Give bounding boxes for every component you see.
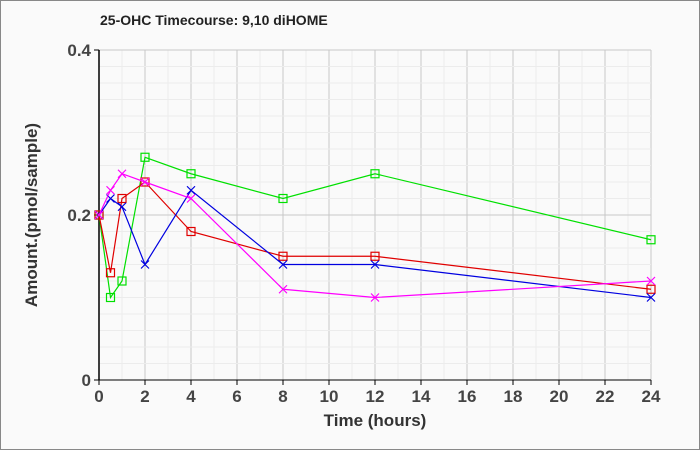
data-point-magenta: [370, 293, 380, 302]
data-point-red: [105, 268, 116, 278]
data-point-blue: [646, 293, 656, 302]
data-point-green: [278, 193, 288, 204]
data-point-blue: [186, 185, 196, 195]
x-tick-label: 0: [94, 387, 103, 406]
data-point-magenta: [646, 276, 656, 286]
data-point-red: [186, 226, 196, 237]
data-point-green: [646, 235, 656, 245]
x-tick-label: 20: [550, 387, 569, 406]
chart-title: 25-OHC Timecourse: 9,10 diHOME: [100, 12, 328, 28]
data-point-blue: [117, 202, 127, 212]
x-tick-label: 4: [186, 387, 196, 406]
x-tick-label: 22: [596, 387, 615, 406]
data-point-green: [370, 169, 380, 179]
data-point-blue: [278, 260, 288, 269]
data-point-green: [186, 169, 196, 179]
data-point-red: [646, 284, 656, 294]
data-point-red: [117, 193, 127, 204]
x-tick-label: 18: [504, 387, 523, 406]
y-axis-label: Amount.(pmol/sample): [22, 123, 41, 307]
x-tick-label: 16: [458, 387, 477, 406]
x-tick-label: 8: [278, 387, 287, 406]
data-point-blue: [370, 260, 380, 269]
data-point-magenta: [140, 177, 150, 187]
data-point-red: [94, 210, 104, 220]
series-group: [94, 152, 656, 303]
data-point-red: [140, 177, 150, 187]
x-tick-label: 6: [232, 387, 241, 406]
series-line-green: [98, 156, 652, 300]
y-tick-label: 0: [82, 371, 91, 390]
x-tick-label: 14: [412, 387, 431, 406]
data-point-magenta: [117, 169, 127, 179]
data-point-red: [370, 251, 380, 261]
data-point-green: [140, 152, 150, 162]
x-tick-label: 12: [366, 387, 385, 406]
data-point-red: [278, 251, 288, 261]
data-point-blue: [140, 260, 150, 269]
x-tick-label: 2: [140, 387, 149, 406]
x-tick-label: 10: [320, 387, 339, 406]
grid: [98, 49, 652, 381]
data-point-green: [117, 276, 127, 286]
series-line-red: [98, 181, 652, 290]
y-tick-label: 0.2: [67, 206, 91, 225]
data-point-magenta: [278, 284, 288, 294]
data-point-magenta: [94, 210, 104, 220]
data-point-magenta: [186, 194, 196, 203]
y-tick-label: 0.4: [67, 41, 91, 60]
data-point-green: [105, 292, 116, 303]
x-tick-label: 24: [642, 387, 661, 406]
data-point-magenta: [106, 185, 115, 195]
x-axis-label: Time (hours): [324, 411, 427, 430]
